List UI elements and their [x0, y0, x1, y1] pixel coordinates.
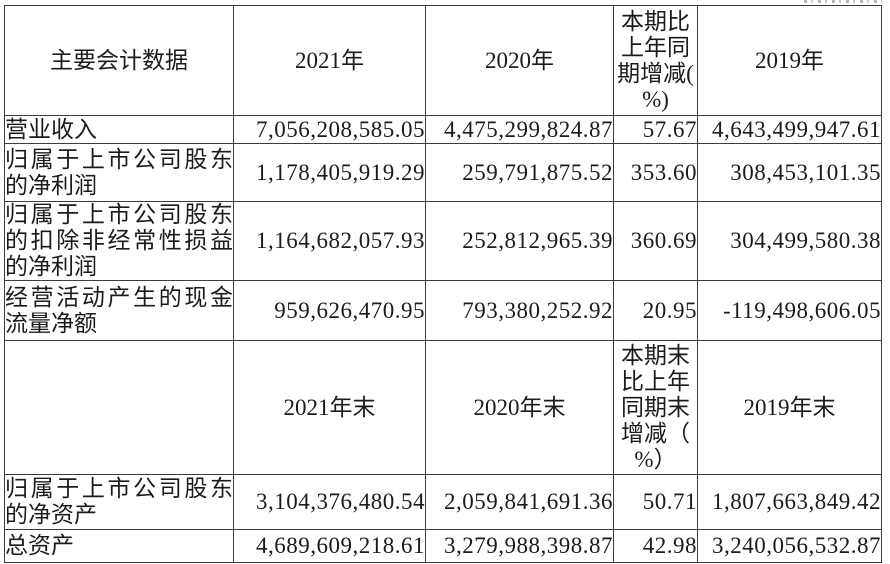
value-2021: 1,178,405,919.29: [233, 143, 426, 202]
value-change-pct: 50.71: [613, 474, 698, 530]
value-2019: -119,498,606.05: [697, 280, 882, 341]
row-label: 经营活动产生的现金流量净额: [4, 280, 234, 341]
header-row-period-end: 2021年末 2020年末 本期末比上年同期末增减（%） 2019年末: [4, 340, 882, 475]
col-header-metric: 主要会计数据: [4, 5, 234, 116]
col-header-end-change-pct: 本期末比上年同期末增减（%）: [613, 340, 698, 475]
col-header-2019: 2019年: [697, 5, 882, 116]
value-2020: 793,380,252.92: [425, 280, 614, 341]
table-row-net-profit-excl-nonrecurring: 归属于上市公司股东的扣除非经常性损益的净利润 1,164,682,057.93 …: [4, 201, 882, 281]
row-label: 归属于上市公司股东的净资产: [4, 474, 234, 530]
value-2019: 304,499,580.38: [697, 201, 882, 281]
value-2019: 308,453,101.35: [697, 143, 882, 202]
value-2020: 252,812,965.39: [425, 201, 614, 281]
value-2020: 4,475,299,824.87: [425, 115, 614, 144]
value-2019: 4,643,499,947.61: [697, 115, 882, 144]
header-row-annual: 主要会计数据 2021年 2020年 本期比上年同期增减(%) 2019年: [4, 5, 882, 116]
value-change-pct: 360.69: [613, 201, 698, 281]
clipped-text-artifact: [804, 0, 882, 3]
value-2019-end: 1,807,663,849.42: [697, 474, 882, 530]
col-header-2019-end: 2019年末: [697, 340, 882, 475]
row-label: 营业收入: [4, 115, 234, 144]
value-2021: 1,164,682,057.93: [233, 201, 426, 281]
value-change-pct: 42.98: [613, 529, 698, 563]
col-header-change-pct: 本期比上年同期增减(%): [613, 5, 698, 116]
col-header-2021: 2021年: [233, 5, 426, 116]
col-header-empty: [4, 340, 234, 475]
value-2021-end: 4,689,609,218.61: [233, 529, 426, 563]
value-2020-end: 3,279,988,398.87: [425, 529, 614, 563]
value-2020-end: 2,059,841,691.36: [425, 474, 614, 530]
value-2021: 959,626,470.95: [233, 280, 426, 341]
row-label: 归属于上市公司股东的净利润: [4, 143, 234, 202]
table-row-operating-cash-flow: 经营活动产生的现金流量净额 959,626,470.95 793,380,252…: [4, 280, 882, 341]
value-2019-end: 3,240,056,532.87: [697, 529, 882, 563]
row-label: 总资产: [4, 529, 234, 563]
col-header-2020: 2020年: [425, 5, 614, 116]
value-2021: 7,056,208,585.05: [233, 115, 426, 144]
col-header-2021-end: 2021年末: [233, 340, 426, 475]
row-label: 归属于上市公司股东的扣除非经常性损益的净利润: [4, 201, 234, 281]
value-change-pct: 353.60: [613, 143, 698, 202]
table-row-net-profit: 归属于上市公司股东的净利润 1,178,405,919.29 259,791,8…: [4, 143, 882, 202]
col-header-2020-end: 2020年末: [425, 340, 614, 475]
value-change-pct: 20.95: [613, 280, 698, 341]
value-change-pct: 57.67: [613, 115, 698, 144]
table-row-revenue: 营业收入 7,056,208,585.05 4,475,299,824.87 5…: [4, 115, 882, 144]
table-row-total-assets: 总资产 4,689,609,218.61 3,279,988,398.87 42…: [4, 529, 882, 563]
key-accounting-data-table: 主要会计数据 2021年 2020年 本期比上年同期增减(%) 2019年 营业…: [4, 5, 882, 563]
value-2021-end: 3,104,376,480.54: [233, 474, 426, 530]
table-row-net-assets: 归属于上市公司股东的净资产 3,104,376,480.54 2,059,841…: [4, 474, 882, 530]
table-container: 主要会计数据 2021年 2020年 本期比上年同期增减(%) 2019年 营业…: [4, 5, 882, 563]
value-2020: 259,791,875.52: [425, 143, 614, 202]
